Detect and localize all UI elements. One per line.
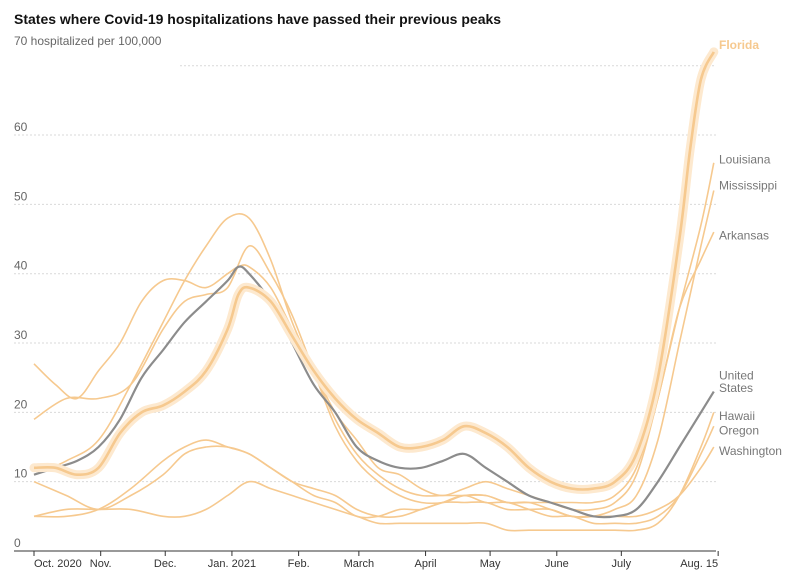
x-tick-label: May <box>480 558 501 570</box>
label-mississippi: Mississippi <box>719 179 777 193</box>
y-tick-label: 20 <box>14 397 28 411</box>
series-line-florida <box>33 51 715 491</box>
series-line-arkansas <box>33 213 715 504</box>
y-tick-label: 30 <box>14 328 28 342</box>
x-tick-label: Dec. <box>154 558 177 570</box>
series-line-louisiana <box>33 162 715 512</box>
x-tick-label: Oct. 2020 <box>34 558 82 570</box>
y-tick-label: 0 <box>14 536 21 550</box>
series-line-mississippi <box>33 190 715 518</box>
series-lines <box>29 47 719 532</box>
x-tick-label: Jan. 2021 <box>208 558 256 570</box>
chart-title: States where Covid-19 hospitalizations h… <box>14 11 501 27</box>
y-tick-label: 10 <box>14 467 28 481</box>
x-tick-label: Nov. <box>90 558 112 570</box>
y-tick-label: 40 <box>14 259 28 273</box>
x-tick-label: July <box>612 558 632 570</box>
label-united: United <box>719 369 754 383</box>
label-washington: Washington <box>719 444 782 458</box>
series-labels: Florida Louisiana Mississippi Arkansas Unite… <box>719 38 782 458</box>
x-tick-label: April <box>415 558 437 570</box>
y-tick-label: 60 <box>14 120 28 134</box>
x-tick-label: March <box>344 558 375 570</box>
y-ticks: 0 10 20 30 40 50 60 <box>14 120 28 550</box>
label-oregon: Oregon <box>719 423 759 437</box>
grid <box>14 65 716 552</box>
x-tick-label: Feb. <box>288 558 310 570</box>
series-glow-florida <box>29 47 719 494</box>
y-axis-label: 70 hospitalized per 100,000 <box>14 34 162 48</box>
series-line-hawaii <box>33 412 715 532</box>
label-louisiana: Louisiana <box>719 152 771 166</box>
x-tick-label: June <box>545 558 569 570</box>
series-line-united-states <box>33 265 715 519</box>
label-hawaii: Hawaii <box>719 409 755 423</box>
x-ticks: Oct. 2020 Nov. Dec. Jan. 2021 Feb. March April… <box>33 551 719 570</box>
label-florida: Florida <box>719 38 759 52</box>
y-tick-label: 50 <box>14 189 28 203</box>
series-line-oregon <box>33 425 715 525</box>
label-arkansas: Arkansas <box>719 229 769 243</box>
label-states: States <box>719 381 753 395</box>
x-tick-label: Aug. 15 <box>680 558 718 570</box>
